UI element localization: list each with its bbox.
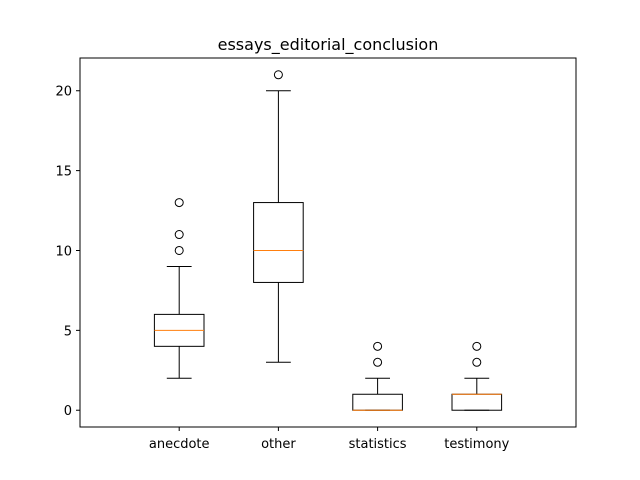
outlier-point (174, 230, 184, 240)
outlier-point (273, 70, 283, 80)
y-tick-label: 0 (64, 404, 72, 419)
box-iqr (253, 202, 304, 283)
y-tick-label: 20 (55, 85, 72, 100)
outlier-point (174, 198, 184, 208)
x-tick-label: anecdote (149, 437, 210, 452)
y-tick-label: 15 (55, 165, 72, 180)
x-tick-label: statistics (349, 437, 407, 452)
x-tick-label: testimony (444, 437, 509, 452)
outlier-point (472, 341, 482, 351)
plot-area-frame (79, 57, 577, 428)
y-tick-label: 10 (55, 244, 72, 259)
outlier-point (174, 245, 184, 255)
outlier-point (373, 357, 383, 367)
chart-title: essays_editorial_conclusion (218, 35, 439, 55)
box-iqr (352, 393, 403, 411)
y-tick-label: 5 (64, 324, 72, 339)
outlier-point (472, 357, 482, 367)
outlier-point (373, 341, 383, 351)
x-tick-label: other (261, 437, 296, 452)
box-iqr (451, 393, 503, 411)
